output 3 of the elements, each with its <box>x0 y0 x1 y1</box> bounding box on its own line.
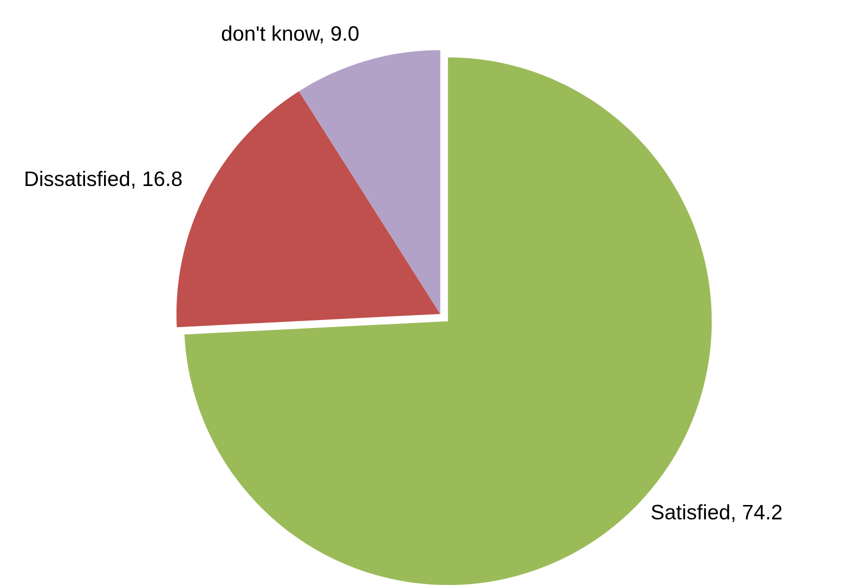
slice-label: Satisfied, 74.2 <box>652 504 782 522</box>
slice-label: Dissatisfied, 16.8 <box>26 170 182 189</box>
slice-label: don't know, 9.0 <box>222 26 359 44</box>
